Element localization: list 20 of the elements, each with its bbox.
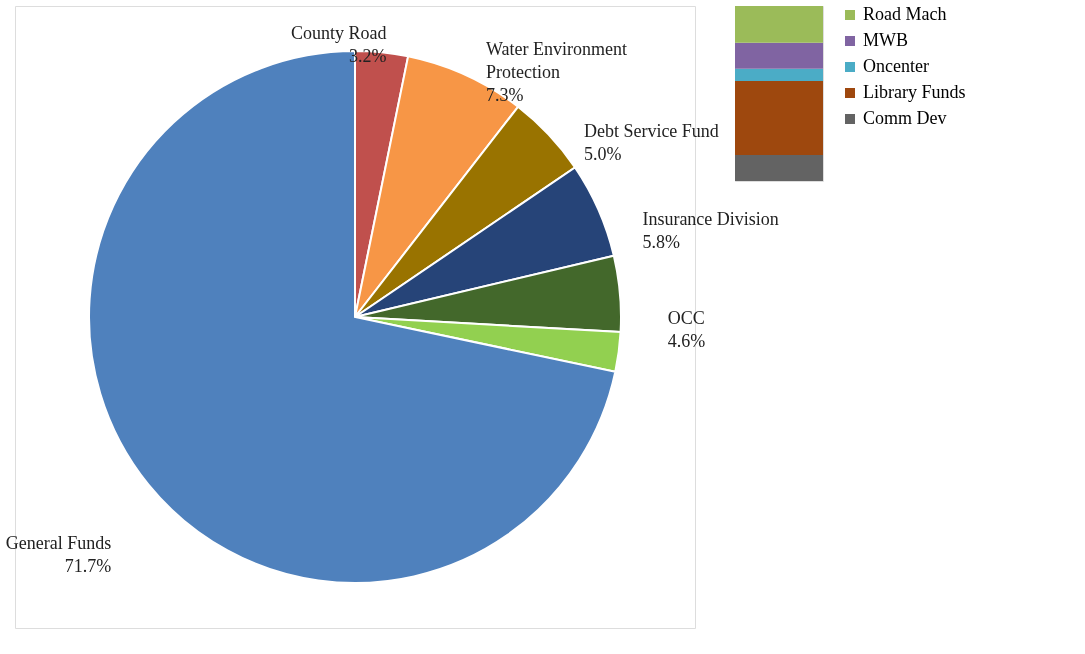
legend-label: MWB [863, 30, 908, 50]
legend-label: Library Funds [863, 82, 966, 102]
bar [735, 68, 823, 81]
slice-label: Water Environment Protection [486, 38, 628, 82]
slice-label: OCC [667, 307, 705, 328]
bar [735, 6, 823, 43]
slice-label: General Funds [5, 533, 112, 554]
data-label: 5.8% [642, 231, 680, 252]
legend-label: Comm Dev [863, 108, 947, 128]
slice-label: County Road [291, 23, 387, 44]
bar [735, 42, 823, 69]
legend-label: Road Mach [863, 4, 947, 24]
data-label: 5.0% [583, 143, 622, 164]
data-label: 4.6% [667, 330, 706, 351]
legend-label: Oncenter [863, 56, 929, 76]
data-label: 71.7% [64, 556, 112, 577]
slice-label: Insurance Division [642, 208, 779, 229]
bar [735, 80, 823, 155]
slice-label: Debt Service Fund [583, 120, 719, 141]
bar [735, 154, 823, 181]
